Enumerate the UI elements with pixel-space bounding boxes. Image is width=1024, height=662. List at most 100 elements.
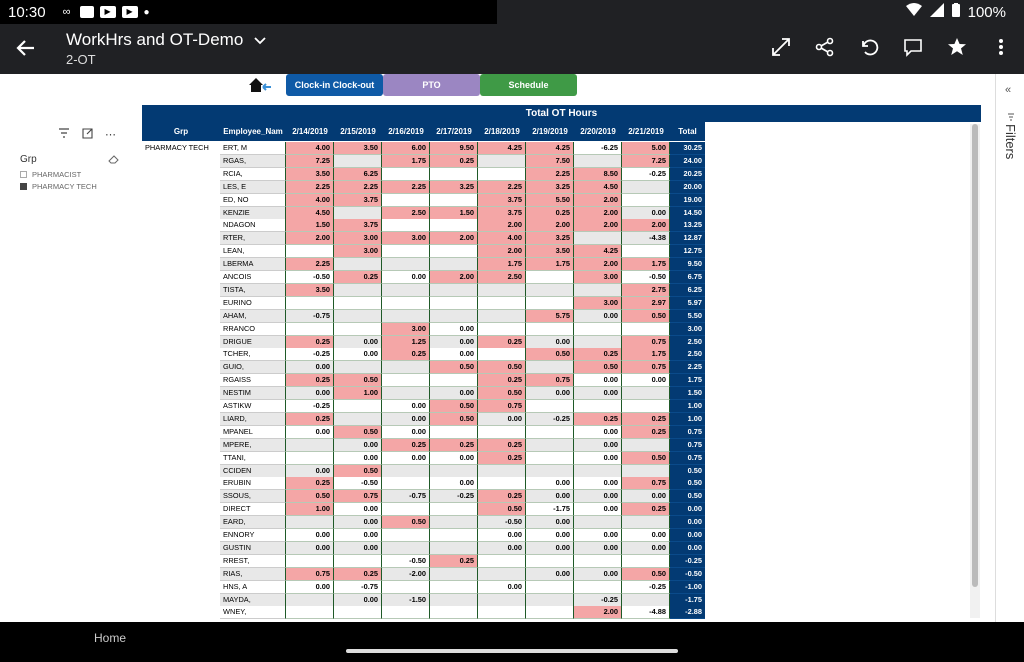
value-cell: 2.25 xyxy=(286,258,334,272)
column-header[interactable]: 2/21/2019 xyxy=(628,127,664,136)
table-row[interactable]: PHARMACY TECH ERT, M 4.00 3.50 6.00 9.50 4.25 4… xyxy=(142,142,705,155)
total-cell: 1.00 xyxy=(670,412,705,426)
checkbox[interactable] xyxy=(20,171,27,178)
table-row[interactable]: LBERMA 2.25 1.75 1.75 2.00 1.75 9.50 xyxy=(142,258,705,272)
gesture-handle[interactable] xyxy=(346,649,678,653)
collapse-chevron-icon[interactable]: « xyxy=(1005,84,1012,96)
grp-cell xyxy=(142,426,220,439)
value-cell xyxy=(526,361,574,375)
table-row[interactable]: WNEY, 2.00 -4.88 -2.88 xyxy=(142,606,705,620)
focus-mode-icon[interactable] xyxy=(82,128,93,142)
table-row[interactable]: MPERE, 0.00 0.25 0.25 0.25 0.00 0.75 xyxy=(142,438,705,452)
column-header[interactable]: Total xyxy=(678,127,697,136)
checkbox-checked[interactable] xyxy=(20,183,27,190)
value-cell xyxy=(478,477,526,491)
column-header[interactable]: 2/16/2019 xyxy=(388,127,424,136)
slicer-option-pharmacy-tech[interactable]: PHARMACY TECH xyxy=(20,182,97,191)
more-vert-icon[interactable] xyxy=(988,34,1014,60)
table-row[interactable]: TTANI, 0.00 0.00 0.00 0.25 0.00 0.50 0.75 xyxy=(142,451,705,465)
grp-cell: PHARMACY TECH xyxy=(145,143,209,152)
table-row[interactable]: RRANCO 3.00 0.00 3.00 xyxy=(142,322,705,336)
column-header[interactable]: 2/18/2019 xyxy=(484,127,520,136)
home-icon[interactable] xyxy=(248,76,272,94)
table-row[interactable]: ED, NO 4.00 3.75 3.75 5.50 2.00 19.00 xyxy=(142,193,705,207)
table-row[interactable]: GUIO, 0.00 0.50 0.50 0.50 0.75 2.25 xyxy=(142,361,705,375)
share-icon[interactable] xyxy=(812,34,838,60)
battery-icon xyxy=(951,3,960,21)
value-cell: 0.50 xyxy=(430,412,478,426)
grp-cell xyxy=(142,207,220,220)
column-header[interactable]: 2/20/2019 xyxy=(580,127,616,136)
table-row[interactable]: KENZIE 4.50 2.50 1.50 3.75 0.25 2.00 0.00 14.50 xyxy=(142,206,705,220)
value-cell: -4.38 xyxy=(622,232,670,246)
table-row[interactable]: LIARD, 0.25 0.00 0.50 0.00 -0.25 0.25 0.25 1.00 xyxy=(142,412,705,426)
table-row[interactable]: MAYDA, 0.00 -1.50 -0.25 -1.75 xyxy=(142,593,705,607)
back-arrow-icon[interactable] xyxy=(14,36,38,60)
grp-cell xyxy=(142,581,220,594)
table-row[interactable]: ASTIKW -0.25 0.00 0.50 0.75 1.00 xyxy=(142,400,705,413)
table-row[interactable]: RGAISS 0.25 0.50 0.25 0.75 0.00 0.00 1.75 xyxy=(142,374,705,388)
column-header[interactable]: 2/14/2019 xyxy=(292,127,328,136)
table-row[interactable]: CCIDEN 0.00 0.50 0.50 xyxy=(142,464,705,478)
value-cell: 9.50 xyxy=(430,142,478,155)
table-row[interactable]: EARD, 0.00 0.50 -0.50 0.00 0.00 xyxy=(142,516,705,530)
star-icon[interactable] xyxy=(944,34,970,60)
sort-icon[interactable] xyxy=(58,128,70,142)
table-row[interactable]: DRIGUE 0.25 0.00 1.25 0.00 0.25 0.00 0.75 2.50 xyxy=(142,335,705,349)
table-row[interactable]: NDAGON 1.50 3.75 2.00 2.00 2.00 2.00 13.25 xyxy=(142,219,705,233)
filters-pane[interactable]: « Filters xyxy=(995,74,1024,622)
table-row[interactable]: LEAN, 3.00 2.00 3.50 4.25 12.75 xyxy=(142,245,705,259)
table-row[interactable]: RCIA, 3.50 6.25 2.25 8.50 -0.25 20.25 xyxy=(142,167,705,181)
filters-label[interactable]: Filters xyxy=(1003,124,1018,160)
table-row[interactable]: ENNORY 0.00 0.00 0.00 0.00 0.00 0.00 0.00 xyxy=(142,529,705,542)
chevron-down-icon[interactable] xyxy=(254,30,266,50)
table-row[interactable]: DIRECT 1.00 0.00 0.50 -1.75 0.00 0.25 0.00 xyxy=(142,503,705,517)
value-cell: 0.00 xyxy=(334,335,382,349)
clockin-clockout-button[interactable]: Clock-in Clock-out xyxy=(286,74,383,96)
slicer-option-pharmacist[interactable]: PHARMACIST xyxy=(20,170,81,179)
column-header[interactable]: 2/15/2019 xyxy=(340,127,376,136)
voicemail-icon: ∞ xyxy=(62,6,71,18)
table-row[interactable]: TISTA, 3.50 2.75 6.25 xyxy=(142,283,705,297)
table-row[interactable]: LES, E 2.25 2.25 2.25 3.25 2.25 3.25 4.50 20.00 xyxy=(142,180,705,194)
table-row[interactable]: ANCOIS -0.50 0.25 0.00 2.00 2.50 3.00 -0.50 6.75 xyxy=(142,271,705,284)
comment-icon[interactable] xyxy=(900,34,926,60)
table-row[interactable]: HNS, A 0.00 -0.75 0.00 -0.25 -1.00 xyxy=(142,580,705,594)
value-cell: 0.50 xyxy=(334,425,382,439)
table-row[interactable]: RREST, -0.50 0.25 -0.25 xyxy=(142,554,705,568)
value-cell: 0.00 xyxy=(334,529,382,542)
pto-button[interactable]: PTO xyxy=(383,74,480,96)
table-row[interactable]: EURINO 3.00 2.97 5.97 xyxy=(142,296,705,310)
table-row[interactable]: RTER, 2.00 3.00 3.00 2.00 4.00 3.25 -4.38 12.87 xyxy=(142,232,705,246)
value-cell xyxy=(334,309,382,323)
table-row[interactable]: SSOUS, 0.50 0.75 -0.75 -0.25 0.25 0.00 0.00 0.00… xyxy=(142,490,705,504)
value-cell: 3.25 xyxy=(526,180,574,194)
scrollbar-thumb[interactable] xyxy=(972,124,978,587)
column-header[interactable]: Employee_Nam xyxy=(223,127,283,136)
column-header[interactable]: 2/17/2019 xyxy=(436,127,472,136)
employee-cell: MPANEL xyxy=(220,425,286,439)
table-row[interactable]: TCHER, -0.25 0.00 0.25 0.00 0.50 0.25 1.75 2.50 xyxy=(142,348,705,362)
table-row[interactable]: NESTIM 0.00 1.00 0.00 0.50 0.00 0.00 1.50 xyxy=(142,387,705,401)
slicer-option-label: PHARMACIST xyxy=(32,170,82,179)
report-canvas: Clock-in Clock-out PTO Schedule ⋯ Grp PH… xyxy=(0,74,995,622)
table-row[interactable]: RGAS, 7.25 1.75 0.25 7.50 7.25 24.00 xyxy=(142,154,705,168)
table-row[interactable]: RIAS, 0.75 0.25 -2.00 0.00 0.00 0.50 -0.50 xyxy=(142,567,705,581)
value-cell: 3.00 xyxy=(334,232,382,246)
refresh-icon[interactable] xyxy=(856,34,882,60)
column-header[interactable]: 2/19/2019 xyxy=(532,127,568,136)
value-cell xyxy=(382,361,430,375)
table-row[interactable]: GUSTIN 0.00 0.00 0.00 0.00 0.00 0.00 0.00 xyxy=(142,541,705,555)
report-title[interactable]: WorkHrs and OT-Demo xyxy=(66,30,266,50)
column-header[interactable]: Grp xyxy=(173,127,189,136)
more-options-icon[interactable]: ⋯ xyxy=(105,129,116,141)
value-cell: 0.25 xyxy=(478,451,526,465)
table-row[interactable]: ERUBIN 0.25 -0.50 0.00 0.00 0.00 0.75 0.50 xyxy=(142,477,705,491)
schedule-button[interactable]: Schedule xyxy=(480,74,577,96)
expand-icon[interactable] xyxy=(768,34,794,60)
table-row[interactable]: AHAM, -0.75 5.75 0.00 0.50 5.50 xyxy=(142,309,705,323)
home-tab[interactable]: Home xyxy=(94,631,127,645)
value-cell: 0.00 xyxy=(334,516,382,530)
clear-selection-icon[interactable] xyxy=(108,154,119,167)
table-row[interactable]: MPANEL 0.00 0.50 0.00 0.00 0.25 0.75 xyxy=(142,425,705,439)
